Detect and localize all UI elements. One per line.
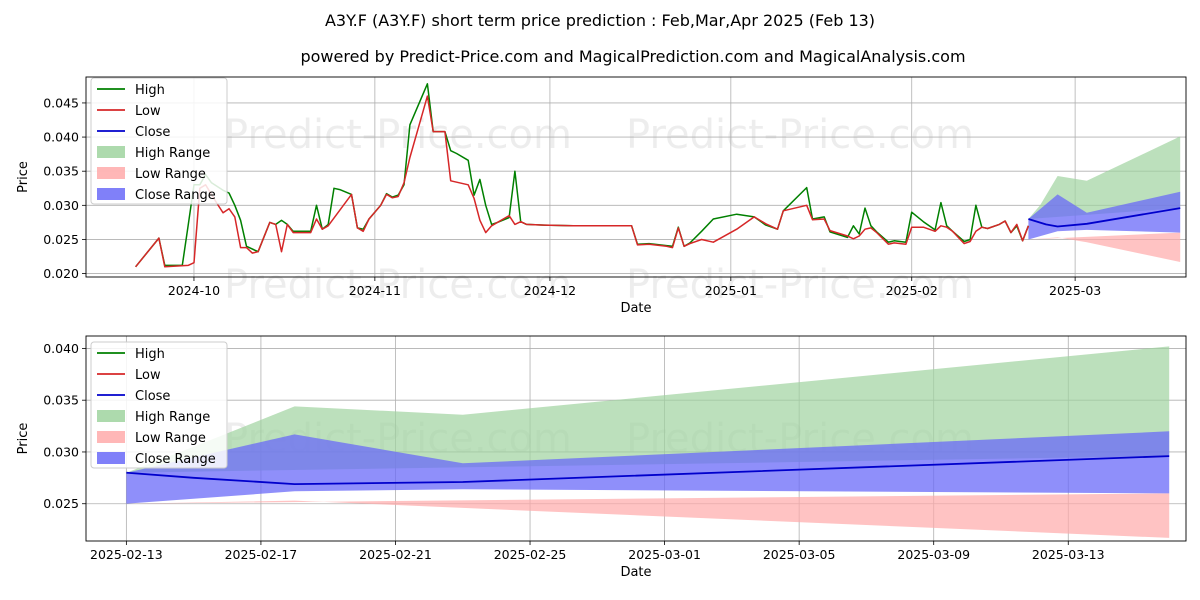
plot-area	[126, 346, 1170, 538]
x-tick-label: 2025-03-01	[628, 547, 701, 562]
x-tick-label: 2025-02-17	[225, 547, 298, 562]
legend-swatch-low-range	[97, 167, 125, 179]
x-tick-label: 2024-11	[349, 283, 401, 298]
watermark-text: Predict-Price.com	[224, 262, 572, 308]
legend-label-close: Close	[135, 125, 170, 140]
y-tick-label: 0.040	[43, 341, 79, 356]
legend-swatch-low-range	[97, 431, 125, 443]
x-tick-label: 2025-02-13	[90, 547, 163, 562]
legend-label-close-range: Close Range	[135, 188, 216, 203]
low-range-band	[126, 493, 1170, 538]
watermark-text: Predict-Price.com	[626, 112, 974, 158]
legend-label-high: High	[135, 83, 165, 98]
legend-swatch-high-range	[97, 146, 125, 158]
legend-label-low: Low	[135, 104, 161, 119]
x-axis-title: Date	[620, 565, 651, 580]
legend: High Low Close High Range Low Range Close Ran…	[90, 77, 228, 205]
legend-swatch-close-range	[97, 452, 125, 464]
legend-label-low-range: Low Range	[135, 167, 206, 182]
y-tick-label: 0.030	[43, 444, 79, 459]
top-panel: Predict-Price.com Predict-Price.com Predic…	[16, 76, 1187, 316]
legend-swatch-high-range	[97, 410, 125, 422]
close-range-band	[1028, 191, 1181, 240]
x-tick-label: 2025-03-09	[897, 547, 970, 562]
bottom-panel: Predict-Price.comPredict-Price.com2025-0…	[16, 335, 1187, 580]
y-tick-label: 0.025	[43, 496, 79, 511]
high-range-band	[126, 346, 1170, 473]
y-tick-label: 0.035	[43, 393, 79, 408]
legend-label-close-range: Close Range	[135, 452, 216, 467]
y-axis-title: Price	[16, 161, 31, 193]
legend-label-low-range: Low Range	[135, 431, 206, 446]
y-tick-label: 0.020	[43, 266, 79, 281]
watermark-text: Predict-Price.com	[224, 112, 572, 158]
chart-title: A3Y.F (A3Y.F) short term price predictio…	[325, 11, 875, 30]
close-range-band	[126, 431, 1170, 504]
y-tick-label: 0.025	[43, 232, 79, 247]
x-tick-label: 2025-03-13	[1032, 547, 1105, 562]
y-tick-label: 0.035	[43, 164, 79, 179]
legend-label-high: High	[135, 347, 165, 362]
x-axis-title: Date	[620, 301, 651, 316]
y-tick-label: 0.040	[43, 130, 79, 145]
x-tick-label: 2025-02-25	[494, 547, 567, 562]
x-tick-label: 2025-03-05	[763, 547, 836, 562]
x-tick-label: 2025-03	[1049, 283, 1101, 298]
legend-label-high-range: High Range	[135, 410, 210, 425]
legend: High Low Close High Range Low Range Close Ran…	[90, 341, 228, 469]
close-line	[126, 455, 1170, 486]
chart-subtitle: powered by Predict-Price.com and Magical…	[300, 47, 965, 66]
high-range-band	[1028, 136, 1181, 219]
watermark-text: Predict-Price.com	[626, 262, 974, 308]
low-range-band	[1028, 232, 1181, 262]
legend-label-low: Low	[135, 368, 161, 383]
close-line	[1028, 207, 1181, 228]
axes-frame	[85, 76, 1187, 278]
x-tick-label: 2025-02-21	[359, 547, 432, 562]
plot-area	[135, 83, 1181, 268]
x-tick-label: 2024-12	[524, 283, 576, 298]
y-tick-label: 0.030	[43, 198, 79, 213]
legend-label-close: Close	[135, 389, 170, 404]
y-axis-title: Price	[16, 423, 31, 455]
x-tick-label: 2025-02	[886, 283, 938, 298]
x-tick-label: 2024-10	[168, 283, 220, 298]
x-tick-label: 2025-01	[705, 283, 757, 298]
y-tick-label: 0.045	[43, 95, 79, 110]
legend-swatch-close-range	[97, 188, 125, 200]
axes-frame	[85, 335, 1187, 542]
low-line	[135, 95, 1030, 268]
legend-label-high-range: High Range	[135, 146, 210, 161]
high-line	[135, 83, 1030, 268]
